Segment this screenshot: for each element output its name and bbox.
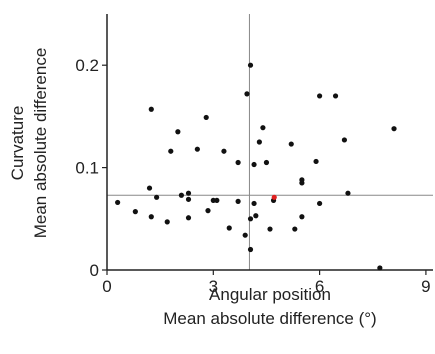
data-point bbox=[299, 180, 305, 186]
data-point bbox=[341, 137, 348, 143]
data-point bbox=[317, 200, 323, 207]
y-tick-label: 0.1 bbox=[75, 159, 99, 178]
y-tick-label: 0 bbox=[90, 261, 99, 280]
data-point bbox=[221, 148, 227, 154]
data-point bbox=[194, 146, 200, 152]
data-point bbox=[168, 148, 174, 154]
data-point bbox=[313, 158, 319, 165]
y-axis-label-line1: Curvature bbox=[8, 106, 27, 181]
y-tick-label: 0.2 bbox=[75, 56, 99, 75]
highlighted-data-point bbox=[271, 194, 277, 200]
data-point bbox=[332, 93, 339, 99]
data-point bbox=[185, 196, 192, 202]
data-point bbox=[267, 226, 273, 232]
y-axis-label-line2: Mean absolute difference bbox=[31, 48, 50, 239]
data-point bbox=[178, 192, 185, 198]
data-point bbox=[391, 126, 397, 132]
x-axis-label-line2: Mean absolute difference (°) bbox=[163, 309, 376, 328]
data-point bbox=[164, 219, 170, 225]
data-point bbox=[185, 215, 192, 221]
data-point bbox=[205, 208, 211, 214]
data-point bbox=[251, 200, 257, 207]
data-point bbox=[148, 214, 154, 220]
data-point bbox=[251, 161, 257, 168]
x-tick-label: 0 bbox=[102, 277, 111, 296]
data-point bbox=[247, 246, 254, 253]
data-point bbox=[132, 209, 138, 215]
data-points bbox=[115, 62, 397, 271]
x-tick-label: 6 bbox=[315, 277, 324, 296]
tick-marks bbox=[102, 64, 427, 275]
data-point bbox=[242, 232, 248, 238]
data-point bbox=[146, 185, 153, 191]
data-point bbox=[115, 199, 121, 206]
data-point bbox=[154, 194, 160, 200]
data-point bbox=[288, 141, 294, 147]
x-tick-label: 3 bbox=[209, 277, 218, 296]
data-point bbox=[317, 93, 323, 99]
data-point bbox=[148, 106, 154, 112]
data-point bbox=[247, 216, 254, 222]
x-tick-label: 9 bbox=[421, 277, 430, 296]
data-point bbox=[185, 190, 192, 196]
data-point bbox=[235, 159, 241, 166]
data-point bbox=[214, 197, 220, 203]
x-axis-label-line1: Angular position bbox=[209, 285, 331, 304]
data-point bbox=[247, 62, 254, 68]
data-point bbox=[292, 226, 298, 232]
tick-labels: 0 3 6 9 0 0.1 0.2 bbox=[75, 56, 430, 296]
reference-lines bbox=[107, 14, 433, 270]
data-point bbox=[345, 190, 351, 196]
data-point bbox=[235, 198, 241, 204]
data-point bbox=[226, 225, 232, 231]
data-point bbox=[377, 265, 383, 271]
data-point bbox=[253, 213, 259, 219]
data-point bbox=[263, 159, 270, 166]
data-point bbox=[203, 114, 209, 121]
data-point bbox=[175, 129, 181, 135]
data-point bbox=[299, 214, 305, 220]
data-point bbox=[244, 91, 250, 97]
data-point bbox=[260, 125, 266, 131]
data-point bbox=[256, 139, 262, 145]
